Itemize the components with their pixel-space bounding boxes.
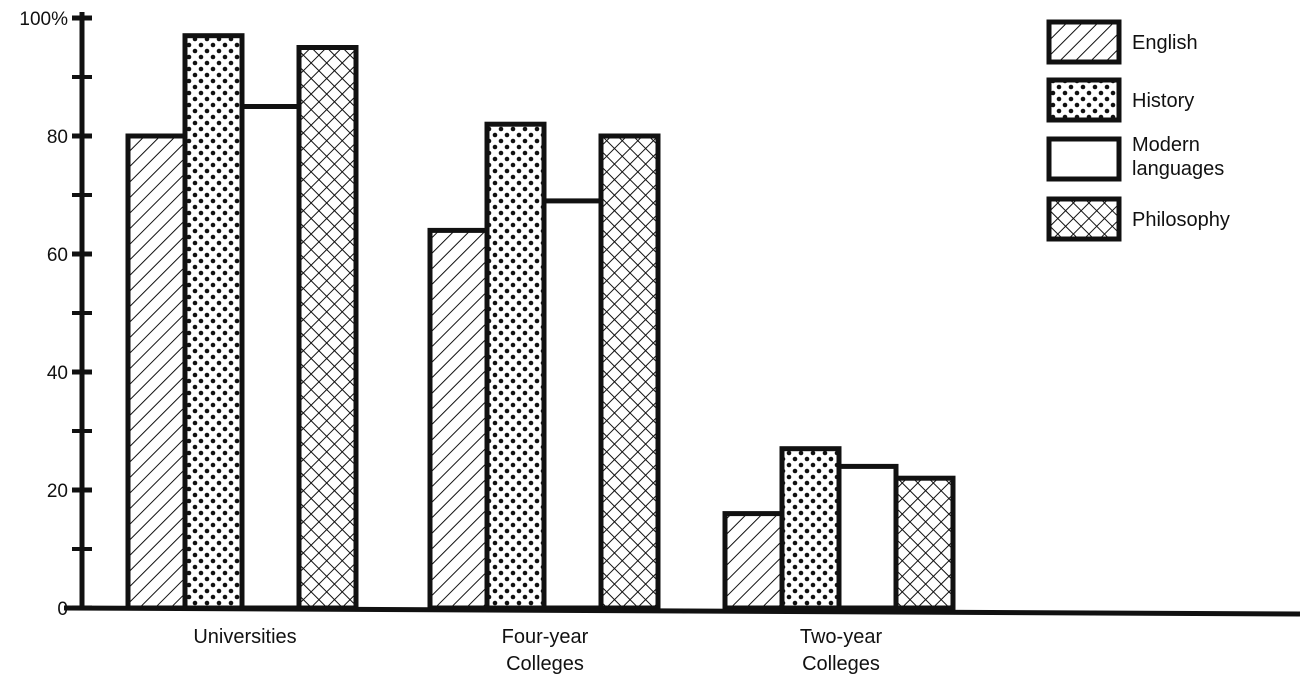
legend-label: Modern xyxy=(1132,134,1200,156)
bar-philosophy-four-year-colleges xyxy=(598,133,661,611)
legend-swatch xyxy=(1046,196,1122,242)
legend-swatch xyxy=(1046,19,1122,65)
legend-label: History xyxy=(1132,90,1194,112)
y-tick-label: 80 xyxy=(47,127,68,148)
bar-history-four-year-colleges xyxy=(484,121,547,611)
bars-layer xyxy=(125,33,956,611)
bar-philosophy-two-year-colleges xyxy=(893,475,956,611)
bar-english-two-year-colleges xyxy=(722,511,785,611)
legend-swatch xyxy=(1046,77,1122,123)
y-tick-label: 100% xyxy=(19,9,68,30)
bar-english-four-year-colleges xyxy=(427,227,490,611)
bar-modern-languages-two-year-colleges xyxy=(836,463,899,611)
labels-layer: 0 20 40 60 80 100% Universities Four-year Colleg… xyxy=(19,9,882,675)
x-category-label: Universities xyxy=(193,626,296,648)
x-category-label: Colleges xyxy=(506,653,584,675)
x-category-label: Four-year xyxy=(502,626,589,648)
legend-swatch xyxy=(1046,136,1122,182)
y-tick-label: 20 xyxy=(47,481,68,502)
legend-item-english: English xyxy=(1046,19,1198,65)
x-category-label: Colleges xyxy=(802,653,880,675)
legend-item-history: History xyxy=(1046,77,1194,123)
legend-label: Philosophy xyxy=(1132,209,1230,231)
bar-english-universities xyxy=(125,133,188,611)
y-tick-label: 0 xyxy=(57,599,68,620)
axes-layer xyxy=(63,12,1301,617)
bar-modern-languages-four-year-colleges xyxy=(541,198,604,611)
bar-philosophy-universities xyxy=(296,45,359,611)
legend-label: languages xyxy=(1132,158,1224,180)
bar-history-universities xyxy=(182,33,245,611)
x-category-label: Two-year xyxy=(800,626,883,648)
bar-history-two-year-colleges xyxy=(779,446,842,611)
legend-label: English xyxy=(1132,32,1198,54)
bar-modern-languages-universities xyxy=(239,104,302,611)
y-tick-label: 40 xyxy=(47,363,68,384)
legend-item-philosophy: Philosophy xyxy=(1046,196,1230,242)
x-axis-line xyxy=(63,605,1301,617)
y-tick-label: 60 xyxy=(47,245,68,266)
